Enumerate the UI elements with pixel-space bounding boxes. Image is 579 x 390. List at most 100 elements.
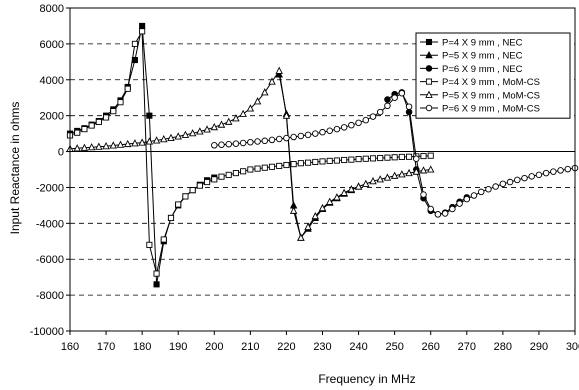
data-point <box>145 137 154 145</box>
data-point <box>333 193 341 201</box>
data-point <box>74 129 81 136</box>
data-point <box>246 104 255 112</box>
data-point <box>253 97 262 105</box>
data-point <box>434 211 442 218</box>
series-6 <box>211 89 579 218</box>
data-point <box>427 152 434 159</box>
data-point <box>282 111 291 119</box>
data-point <box>73 144 81 152</box>
data-point <box>312 158 319 166</box>
y-tick-label: 0 <box>58 147 64 159</box>
data-point <box>550 168 557 175</box>
data-point <box>124 85 131 92</box>
data-point <box>152 136 161 144</box>
series-1 <box>66 22 218 288</box>
data-point <box>261 88 269 96</box>
data-point <box>312 130 319 137</box>
series-line <box>69 29 431 274</box>
x-tick-label: 230 <box>313 341 331 353</box>
data-point <box>110 108 117 115</box>
series-5 <box>66 66 435 241</box>
data-point <box>116 140 125 148</box>
data-point <box>398 170 406 178</box>
data-point <box>297 233 305 241</box>
data-point <box>413 155 420 162</box>
legend-marker <box>425 38 433 46</box>
data-point <box>391 154 398 161</box>
data-point <box>376 108 384 116</box>
data-point <box>290 161 297 168</box>
data-point <box>289 206 298 214</box>
data-point <box>87 143 96 151</box>
data-point <box>95 118 102 125</box>
data-point <box>347 185 356 193</box>
data-point <box>311 211 320 220</box>
y-tick-label: 8000 <box>40 3 64 15</box>
data-point <box>369 155 377 162</box>
data-point <box>146 112 153 119</box>
y-tick-label: -8000 <box>36 290 64 302</box>
data-point <box>175 201 182 208</box>
data-point <box>441 210 449 217</box>
data-point <box>535 171 543 179</box>
legend-box <box>415 32 571 119</box>
data-point <box>268 77 276 85</box>
data-point <box>355 119 362 127</box>
data-point <box>275 135 283 143</box>
data-point <box>463 195 471 203</box>
axes <box>66 7 576 335</box>
data-point <box>325 197 334 205</box>
data-point <box>247 166 254 173</box>
data-point <box>470 192 478 199</box>
data-point <box>218 141 225 148</box>
data-point <box>362 155 369 162</box>
data-point <box>319 128 326 136</box>
data-point <box>117 99 124 106</box>
legend-label: P=6 X 9 mm , MoM-CS <box>442 104 540 115</box>
data-point <box>405 103 413 110</box>
legend-entry: P=6 X 9 mm , NEC <box>420 64 523 75</box>
data-point <box>362 116 370 124</box>
data-point <box>348 121 355 129</box>
data-point <box>369 176 377 185</box>
y-tick-label: -2000 <box>36 182 64 194</box>
data-point <box>196 182 203 189</box>
data-point <box>297 132 305 140</box>
tick-labels: 8000 6000 4000 2000 0 -2000 -4000 -6000 -8000 -10… <box>30 3 579 353</box>
data-point <box>275 66 283 74</box>
gridlines <box>70 43 575 296</box>
data-point <box>514 176 521 184</box>
data-point <box>319 158 326 165</box>
data-point <box>203 125 211 133</box>
legend-entry: P=5 X 9 mm , NEC <box>420 51 523 62</box>
data-point <box>268 136 276 144</box>
data-point <box>153 270 160 277</box>
data-point <box>499 180 507 188</box>
data-point <box>153 281 160 288</box>
data-point <box>131 40 138 47</box>
data-point <box>211 142 218 149</box>
legend: P=4 X 9 mm , NEC P=5 X 9 mm , NEC P=6 X 9 … <box>415 32 571 119</box>
series-layer <box>66 22 579 288</box>
data-point <box>333 125 341 133</box>
legend-marker <box>425 51 433 59</box>
data-point <box>506 178 514 186</box>
data-point <box>80 143 89 151</box>
data-point <box>139 22 146 29</box>
x-tick-label: 300 <box>566 341 579 353</box>
data-point <box>103 114 110 121</box>
data-point <box>326 127 333 134</box>
data-point <box>426 165 435 173</box>
data-point <box>217 120 226 128</box>
data-point <box>290 133 297 141</box>
data-point <box>225 171 232 178</box>
x-tick-label: 170 <box>97 341 115 353</box>
data-point <box>377 154 384 162</box>
data-point <box>123 139 132 148</box>
data-point <box>239 109 247 117</box>
x-tick-label: 250 <box>385 341 403 353</box>
data-point <box>412 167 421 175</box>
data-point <box>449 205 456 213</box>
data-point <box>276 162 283 169</box>
x-tick-label: 280 <box>494 341 512 353</box>
